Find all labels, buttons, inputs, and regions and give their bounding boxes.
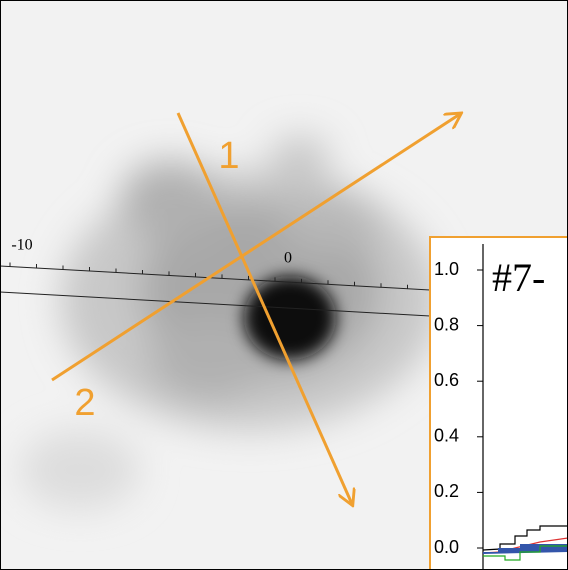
figure: -10 0 1 2 #7- 0.0 0.2 0.4 0.6 0.8 1.0 bbox=[0, 0, 568, 570]
scale-label: 0 bbox=[284, 250, 292, 267]
y-tick-label: 0.4 bbox=[434, 426, 459, 446]
y-tick-label: 0.0 bbox=[434, 537, 459, 557]
nucleus bbox=[244, 276, 336, 360]
inset-title: #7- bbox=[492, 255, 545, 300]
arrow-label: 2 bbox=[74, 382, 95, 424]
y-tick-label: 0.6 bbox=[434, 370, 459, 390]
y-tick-label: 0.2 bbox=[434, 481, 459, 501]
y-tick-label: 1.0 bbox=[434, 259, 459, 279]
y-tick-label: 0.8 bbox=[434, 314, 459, 334]
inset: #7- 0.0 0.2 0.4 0.6 0.8 1.0 bbox=[430, 237, 568, 570]
arrow-label: 1 bbox=[218, 135, 239, 177]
scale-label: -10 bbox=[11, 237, 32, 254]
